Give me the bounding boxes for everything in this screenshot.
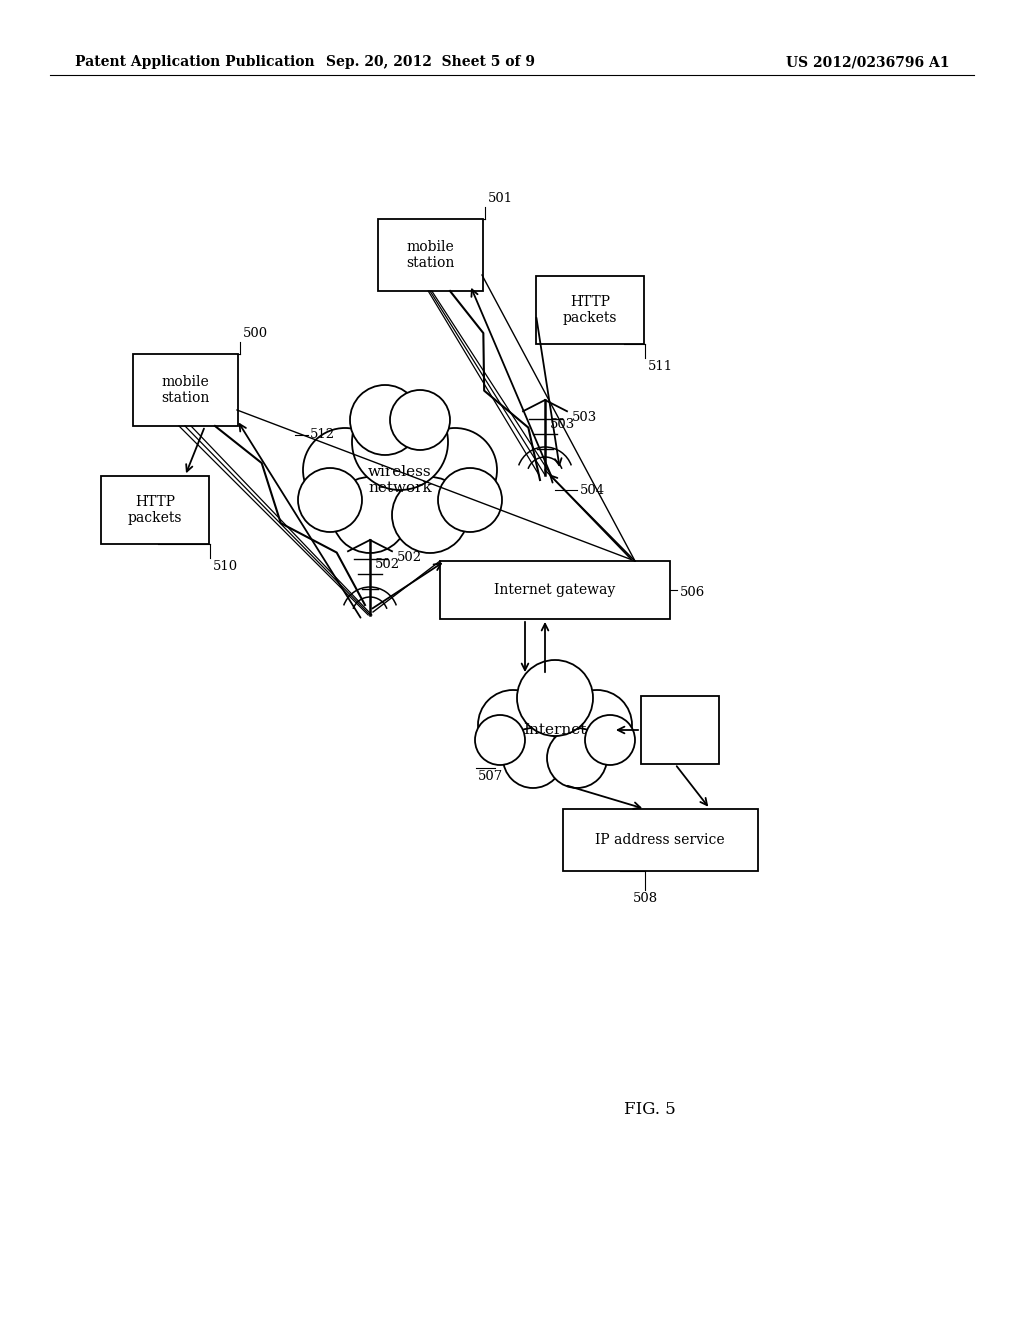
Circle shape [392, 477, 468, 553]
Text: 512: 512 [310, 429, 335, 441]
Text: 510: 510 [213, 560, 239, 573]
Circle shape [517, 660, 593, 737]
Text: 504: 504 [580, 483, 605, 496]
Text: 500: 500 [243, 327, 268, 341]
FancyBboxPatch shape [378, 219, 482, 290]
Text: US 2012/0236796 A1: US 2012/0236796 A1 [786, 55, 950, 69]
Text: Internet gateway: Internet gateway [495, 583, 615, 597]
Text: 503: 503 [550, 418, 575, 432]
Text: wireless
network: wireless network [368, 465, 432, 495]
FancyBboxPatch shape [101, 477, 209, 544]
FancyBboxPatch shape [536, 276, 644, 345]
Text: mobile
station: mobile station [161, 375, 209, 405]
Text: 502: 502 [375, 558, 400, 572]
Circle shape [298, 469, 362, 532]
Text: IP address service: IP address service [595, 833, 725, 847]
Circle shape [413, 428, 497, 512]
FancyBboxPatch shape [641, 696, 719, 764]
Circle shape [438, 469, 502, 532]
Text: 506: 506 [680, 586, 706, 599]
Circle shape [332, 477, 408, 553]
Text: HTTP
packets: HTTP packets [128, 495, 182, 525]
Text: mobile
station: mobile station [406, 240, 455, 271]
Circle shape [562, 690, 632, 760]
Circle shape [390, 389, 450, 450]
Circle shape [303, 428, 387, 512]
Text: HTTP
packets: HTTP packets [563, 294, 617, 325]
Text: Internet: Internet [523, 723, 587, 737]
Text: 502: 502 [397, 552, 422, 564]
Circle shape [547, 729, 607, 788]
FancyBboxPatch shape [562, 809, 758, 871]
Text: 501: 501 [488, 191, 513, 205]
FancyBboxPatch shape [440, 561, 670, 619]
Text: Sep. 20, 2012  Sheet 5 of 9: Sep. 20, 2012 Sheet 5 of 9 [326, 55, 535, 69]
Circle shape [350, 385, 420, 455]
Circle shape [585, 715, 635, 766]
Circle shape [475, 715, 525, 766]
Circle shape [507, 682, 603, 777]
Text: 511: 511 [648, 360, 673, 374]
Circle shape [503, 729, 563, 788]
Circle shape [352, 393, 449, 490]
Text: Patent Application Publication: Patent Application Publication [75, 55, 314, 69]
FancyBboxPatch shape [132, 354, 238, 426]
Text: 503: 503 [572, 412, 597, 424]
Text: 507: 507 [478, 770, 503, 783]
Circle shape [342, 422, 458, 539]
Text: FIG. 5: FIG. 5 [624, 1101, 676, 1118]
Circle shape [478, 690, 548, 760]
Text: 508: 508 [633, 892, 657, 906]
